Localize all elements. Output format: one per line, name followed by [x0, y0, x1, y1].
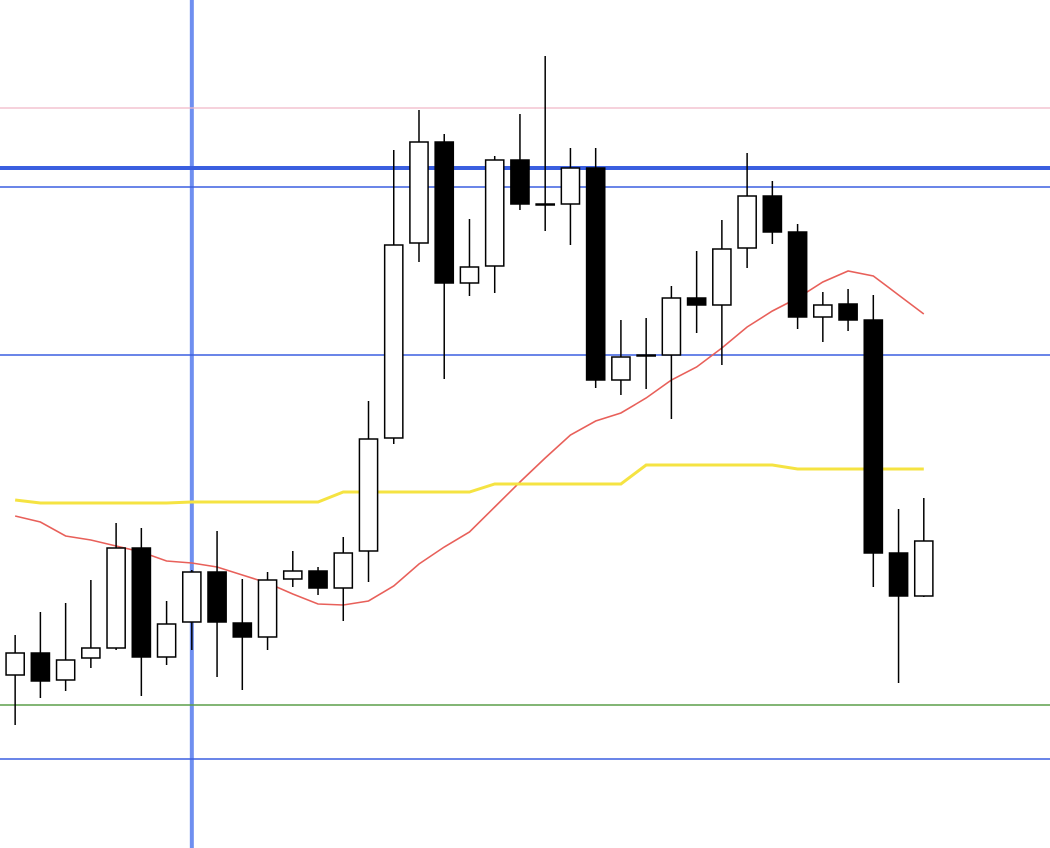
candle-body: [585, 167, 606, 381]
candle-body: [813, 304, 833, 318]
candle-body: [55, 659, 76, 681]
candle-body: [30, 652, 51, 682]
candle-body: [383, 244, 404, 439]
candle-body: [787, 231, 808, 318]
candle-body: [207, 571, 227, 623]
candle-body: [888, 552, 909, 597]
candle-body: [181, 571, 202, 623]
candle-body: [333, 552, 354, 589]
candle-body: [712, 248, 732, 306]
candle-body: [434, 141, 455, 284]
candle-body: [535, 203, 556, 206]
candle-body: [737, 195, 757, 249]
candle-body: [913, 540, 934, 597]
candle-body: [863, 319, 884, 554]
candle-body: [611, 356, 631, 381]
candle-body: [81, 647, 101, 659]
candle-body: [762, 195, 783, 233]
candle-body: [358, 438, 379, 552]
indicator-line: [14, 270, 925, 606]
candle-body: [156, 623, 177, 658]
candle-body: [106, 547, 126, 649]
candle-body: [308, 570, 328, 589]
candle-body: [484, 159, 505, 267]
candle-body: [257, 579, 278, 638]
candle-body: [838, 303, 858, 321]
candle-body: [409, 141, 429, 244]
candle-body: [636, 354, 656, 357]
candle-body: [5, 652, 25, 676]
candle-body: [282, 570, 303, 580]
candle-body: [686, 297, 707, 306]
candle-body: [661, 297, 682, 356]
candle-body: [560, 167, 581, 205]
candle-body: [459, 266, 480, 284]
candle-body: [510, 159, 530, 205]
candle-body: [131, 547, 152, 658]
candle-body: [232, 622, 253, 638]
indicator-line: [14, 463, 924, 505]
